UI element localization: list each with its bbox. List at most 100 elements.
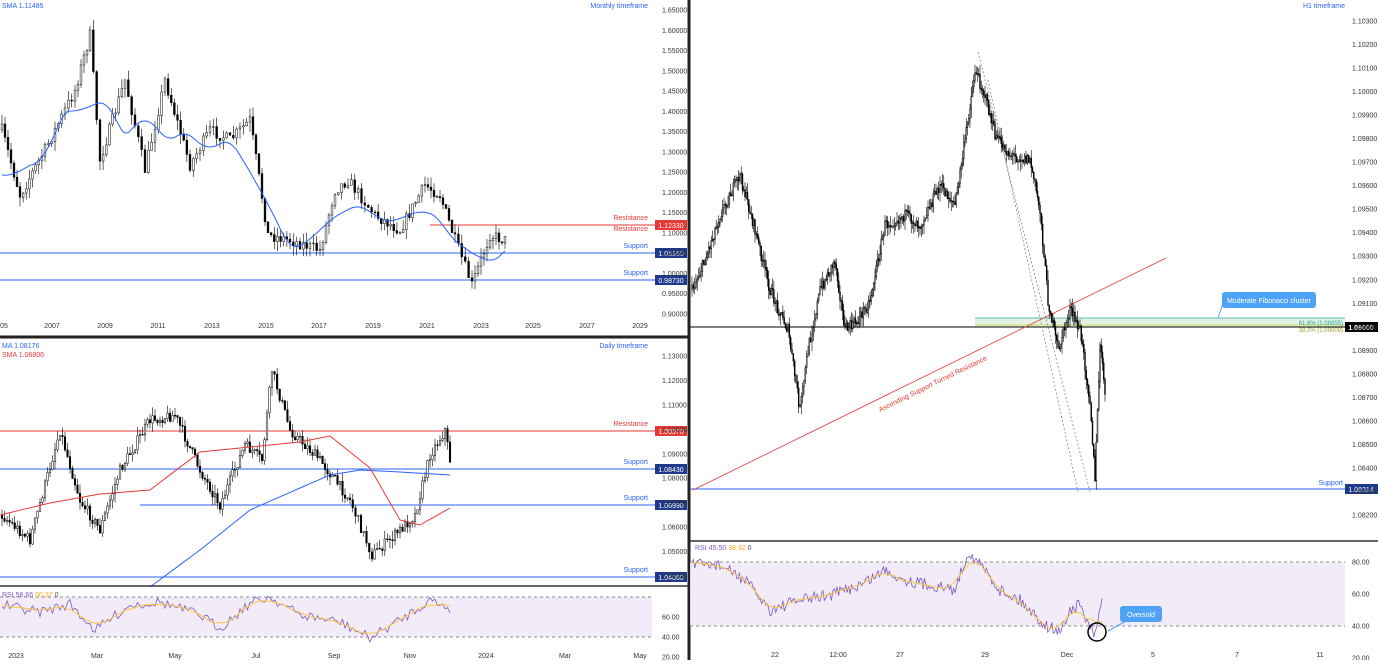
monthly-candle [491,238,495,241]
daily-candle [396,529,399,534]
h1-candle [898,217,901,224]
daily-candle [211,491,214,498]
daily-rsi-pane[interactable]: RSI 56.66 60.37 0 60.00 40.00 20.00 2023 Ma… [0,585,690,662]
h1-candle [1062,327,1065,338]
h1-y-tick: 1.09100 [1352,301,1377,308]
h1-y-tick: 1.10300 [1352,19,1377,26]
daily-candle [96,518,99,526]
monthly-candle [269,232,273,235]
daily-candle [433,444,437,456]
h1-candle [826,271,829,280]
oversold-callout[interactable]: Oversold [1107,606,1162,632]
daily-candle [388,538,391,541]
h1-candle [1071,307,1074,317]
h1-candle [901,216,904,220]
daily-sma-label: SMA 1.06806 [2,352,44,359]
oversold-circle [1087,622,1107,642]
daily-rsi-tick: 20.00 [662,655,680,661]
daily-pane[interactable]: MA 1.08176 SMA 1.06806 Daily timeframe R… [0,343,687,588]
monthly-pane[interactable]: SMA 1.11485 Monthly timeframe Resistance… [0,3,687,330]
h1-candle [966,122,969,128]
monthly-candle [166,78,170,96]
h1-rsi-pane[interactable]: RSI 45.50 38.32 0 Oversold 80.00 60.00 40.… [690,540,1378,663]
monthly-candle [395,230,399,234]
daily-candle [228,475,232,486]
daily-candle [33,517,37,530]
daily-candle [331,475,334,478]
h1-candle [1022,159,1025,163]
daily-candle [343,494,347,499]
daily-candle [448,441,452,463]
daily-candle [0,514,4,519]
monthly-candle [232,135,235,139]
h1-candle [857,321,859,325]
daily-candle [351,499,354,509]
h1-candle [981,89,984,92]
h1-candle [699,274,701,278]
h1-candle [768,278,770,291]
h1-candle [812,327,815,335]
h1-candle [915,221,917,227]
daily-candle [61,435,64,437]
h1-candle [713,238,715,241]
h1-candle [1085,370,1087,380]
h1-candle [983,90,985,96]
daily-level-tag [655,464,687,474]
h1-pane[interactable]: H1 timeframe 61.8% (1.08855)38.2% (1.090… [690,3,1378,520]
fib-cluster-callout[interactable]: Moderate Fibonacci cluster [1217,292,1316,319]
h1-y-tick: 1.08400 [1352,465,1377,472]
monthly-x-tick: 2017 [311,323,327,330]
h1-candle [1099,344,1101,382]
h1-candle [1001,143,1004,149]
monthly-x-tick: 2025 [525,323,541,330]
daily-candle [318,456,322,458]
daily-candle [258,450,261,455]
daily-candle [88,505,92,521]
h1-candle [784,323,787,328]
monthly-candle [218,138,222,141]
h1-candle [803,380,805,387]
monthly-candle [12,162,16,178]
monthly-y-tick: 1.05000 [662,251,687,258]
monthly-x-tick: 2007 [44,323,60,330]
h1-candle [708,246,710,254]
monthly-candle [225,132,228,139]
monthly-candle [0,123,4,131]
fib-cluster-callout-text: Moderate Fibonacci cluster [1227,298,1312,305]
h1-candle [921,224,924,227]
monthly-x-tick: 2021 [419,323,435,330]
h1-candle [1084,352,1086,371]
h1-candle [1090,403,1092,422]
h1-candle [941,183,944,186]
monthly-candle [130,96,133,116]
h1-candle [809,338,812,342]
daily-candle [231,469,234,477]
h1-candle [1066,319,1069,324]
monthly-candle [500,241,504,244]
h1-candle [718,222,720,228]
daily-candle [201,472,204,479]
h1-rsi-band [690,562,1345,626]
h1-candle [716,226,719,228]
h1-candle [721,207,724,217]
h1-candle [980,88,982,90]
h1-candle [858,316,861,325]
h1-candle [754,219,756,235]
daily-candle [191,447,194,450]
h1-candle [756,234,759,238]
h1-candle [1103,363,1105,380]
daily-candle [93,518,97,524]
h1-candle [817,293,820,302]
h1-candle [736,176,739,181]
h1-candle [780,312,783,315]
monthly-candle [25,188,28,194]
h1-candle [960,164,962,171]
monthly-candle [70,99,73,102]
h1-candle [971,86,974,97]
oversold-callout-text: Oversold [1127,612,1155,619]
monthly-candle [105,144,108,155]
monthly-candle [101,154,105,162]
monthly-level-tag-text: 0.98730 [658,278,683,285]
h1-levels: 61.8% (1.08855)38.2% (1.09009) 1.09000 Sup… [690,317,1378,494]
